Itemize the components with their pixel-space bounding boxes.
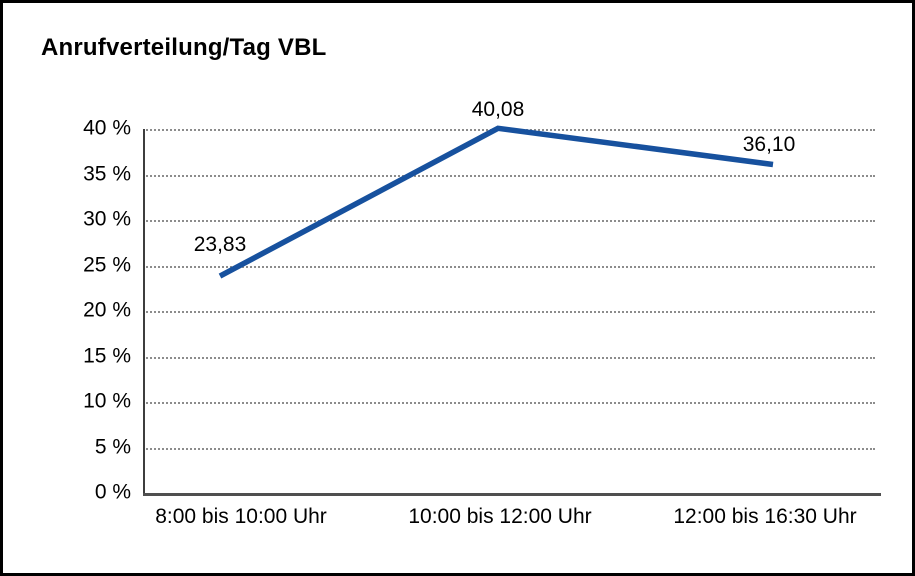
- x-axis: 8:00 bis 10:00 Uhr 10:00 bis 12:00 Uhr 12:…: [143, 505, 875, 535]
- y-tick-label: 5 %: [94, 435, 131, 459]
- y-axis-line: [143, 129, 145, 493]
- chart-title: Anrufverteilung/Tag VBL: [41, 34, 327, 61]
- gridline: [143, 402, 875, 404]
- chart-canvas: [218, 125, 774, 279]
- gridline: [143, 311, 875, 313]
- x-category-label: 8:00 bis 10:00 Uhr: [155, 505, 327, 528]
- x-category-label: 12:00 bis 16:30 Uhr: [673, 505, 857, 528]
- y-tick-label: 40 %: [83, 116, 131, 140]
- y-axis: 0 % 5 % 10 % 15 % 20 % 25 % 30 % 35 % 40 %: [3, 117, 131, 504]
- gridline: [143, 447, 875, 450]
- y-tick-label: 30 %: [83, 207, 131, 231]
- y-tick-label: 0 %: [94, 480, 131, 504]
- gridline: [143, 265, 875, 268]
- x-category-label: 10:00 bis 12:00 Uhr: [408, 505, 592, 528]
- y-tick-label: 10 %: [83, 389, 131, 413]
- gridline: [143, 356, 875, 359]
- gridline: [143, 174, 875, 177]
- y-tick-label: 20 %: [83, 298, 131, 322]
- data-point-label: 40,08: [471, 98, 525, 122]
- y-tick-label: 35 %: [83, 162, 131, 186]
- y-tick-label: 25 %: [83, 253, 131, 277]
- series-line: [218, 125, 774, 279]
- data-point-label: 23,83: [193, 233, 247, 257]
- y-tick-label: 15 %: [83, 344, 131, 368]
- data-point-label: 36,10: [742, 133, 796, 157]
- x-axis-line: [143, 493, 881, 496]
- gridline: [143, 220, 875, 222]
- plot-area: 23,83 40,08 36,10: [143, 98, 881, 496]
